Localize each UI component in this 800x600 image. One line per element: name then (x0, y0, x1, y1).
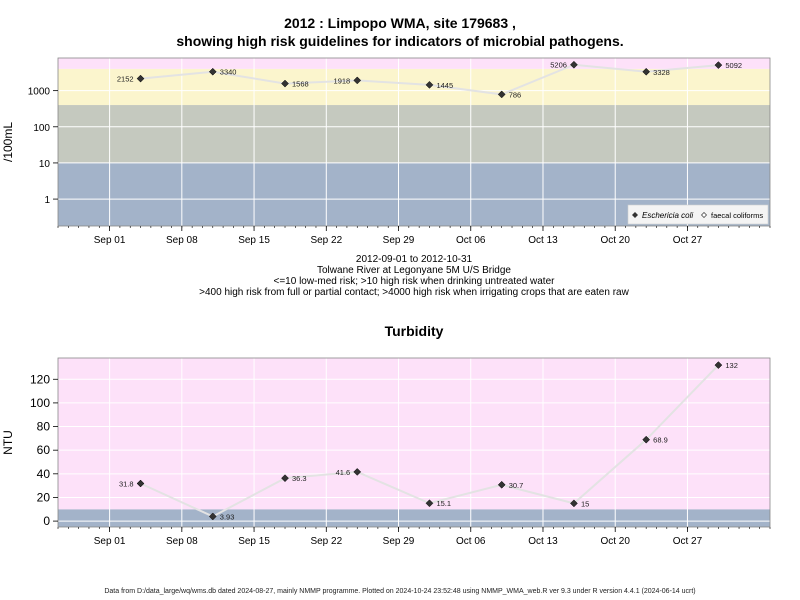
data-label: 41.6 (336, 468, 351, 477)
risk-band-1 (58, 105, 770, 163)
y-tick-label: 0 (43, 514, 50, 528)
data-point (714, 361, 723, 369)
data-label: 30.7 (509, 481, 524, 490)
plot-border (57, 357, 771, 528)
data-label: 132 (725, 361, 738, 370)
data-label: 31.8 (119, 480, 134, 489)
y-tick-label: 10 (39, 159, 51, 170)
y-tick-label: 80 (37, 420, 51, 434)
x-tick-label: Oct 27 (673, 536, 703, 547)
risk-band-3 (58, 58, 770, 69)
data-label: 36.3 (292, 474, 307, 483)
data-label: 15 (581, 499, 589, 508)
y-tick-label: 100 (30, 396, 50, 410)
caption-rule-drinking: <=10 low-med risk; >10 high risk when dr… (273, 276, 555, 287)
x-tick-label: Sep 08 (166, 536, 198, 547)
data-label: 15.1 (436, 499, 451, 508)
x-tick-label: Oct 13 (528, 536, 558, 547)
data-label: 1918 (334, 76, 351, 85)
legend-marker-ecoli (632, 212, 638, 218)
data-point (497, 480, 506, 489)
y-tick-label: 40 (37, 467, 51, 481)
data-point (208, 512, 217, 521)
data-point (570, 60, 578, 69)
x-tick-label: Sep 22 (310, 536, 342, 547)
footer-note: Data from D:/data_large/wq/wms.db dated … (104, 588, 696, 595)
caption-date-range: 2012-09-01 to 2012-10-31 (355, 254, 473, 265)
y-tick-label: 1 (44, 195, 50, 206)
y-tick-label: 20 (37, 490, 51, 504)
data-label: 2152 (117, 75, 134, 84)
y-tick-label: 1000 (28, 87, 51, 98)
data-point (353, 76, 362, 85)
data-point (714, 61, 723, 69)
data-label: 3328 (653, 68, 670, 77)
legend-marker-faecal (701, 212, 707, 218)
microbial-chart: Sep 01 Sep 08 Sep 15 Sep 22 Sep 29 Oct 06 Oct … (1, 57, 771, 246)
x-tick-label: Sep 22 (310, 235, 342, 246)
y-tick-label: 120 (30, 372, 50, 386)
data-label: 786 (509, 90, 522, 99)
legend-box (627, 204, 769, 225)
risk-band-1 (58, 358, 770, 510)
y-axis-label: NTU (1, 430, 15, 455)
data-point (136, 479, 145, 488)
data-label: 3.93 (220, 512, 235, 521)
data-point (497, 90, 506, 99)
x-tick-label: Sep 15 (238, 235, 270, 246)
data-point (570, 499, 578, 508)
plot-border (57, 57, 771, 227)
legend-label-ecoli: Eschericia coli (642, 211, 693, 220)
y-tick-label: 60 (37, 443, 51, 457)
data-label: 5206 (550, 61, 567, 70)
x-tick-label: Oct 27 (673, 235, 703, 246)
data-label: 68.9 (653, 436, 668, 445)
x-tick-label: Oct 06 (456, 235, 486, 246)
data-point (281, 474, 289, 483)
x-tick-label: Sep 29 (383, 235, 415, 246)
risk-band-0 (58, 509, 770, 527)
data-point (425, 499, 434, 508)
data-label: 5092 (725, 61, 742, 70)
data-point (136, 74, 145, 83)
x-tick-label: Sep 01 (94, 235, 126, 246)
x-tick-label: Sep 29 (383, 536, 415, 547)
legend-label-faecal: faecal coliforms (711, 211, 763, 220)
x-tick-label: Sep 15 (238, 536, 270, 547)
data-label: 3340 (220, 68, 237, 77)
y-axis-label: /100mL (1, 122, 15, 162)
x-tick-label: Oct 06 (456, 536, 486, 547)
x-tick-label: Oct 20 (600, 536, 630, 547)
data-point (281, 79, 289, 88)
data-point (642, 67, 651, 76)
x-tick-label: Sep 01 (94, 536, 126, 547)
data-point (208, 67, 217, 76)
caption-site-name: Tolwane River at Legonyane 5M U/S Bridge (317, 265, 511, 276)
data-label: 1568 (292, 80, 309, 89)
data-label: 1445 (436, 81, 453, 90)
y-tick-label: 100 (33, 123, 50, 134)
data-point (425, 81, 434, 89)
data-point (642, 435, 651, 444)
chart-title-line1: 2012 : Limpopo WMA, site 179683 , (284, 15, 516, 31)
x-tick-label: Oct 20 (600, 235, 630, 246)
chart-title-line2: showing high risk guidelines for indicat… (176, 33, 624, 49)
x-tick-label: Sep 08 (166, 235, 198, 246)
turbidity-title: Turbidity (384, 323, 444, 339)
caption-rule-contact: >400 high risk from full or partial cont… (199, 287, 629, 298)
data-point (353, 468, 362, 476)
x-tick-label: Oct 13 (528, 235, 558, 246)
